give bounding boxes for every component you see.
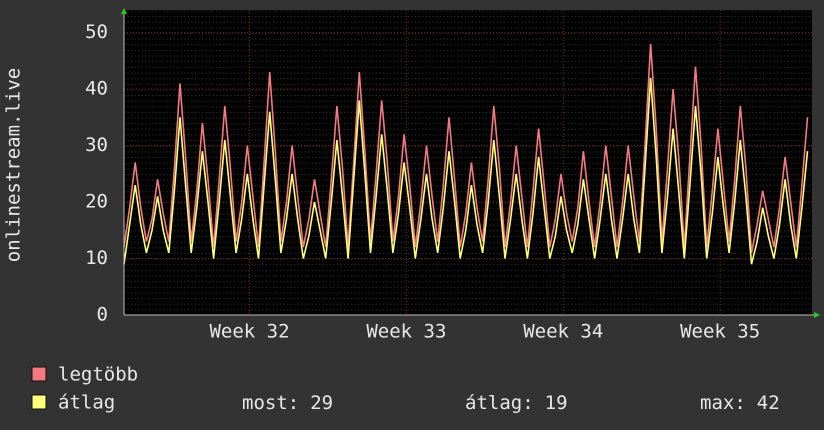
stat-value: 29: [310, 392, 333, 414]
y-tick-label: 50: [85, 21, 108, 43]
y-tick-label: 0: [97, 304, 108, 326]
y-tick-label: 30: [85, 134, 108, 156]
stat: átlag: 19: [465, 392, 568, 414]
y-axis-label: onlinestream.live: [3, 68, 25, 262]
minor-grid: [124, 10, 812, 315]
lines: [123, 43, 809, 265]
series-line: [123, 43, 809, 254]
stat-value: 42: [757, 392, 780, 414]
stat-value: 19: [545, 392, 568, 414]
legend-swatch: [31, 366, 47, 382]
y-tick-label: 10: [85, 247, 108, 269]
x-arrow: [814, 312, 820, 318]
axis-labels: 0 10 20 30 40 50 Week 32 Week 33 Week 34 Week 35: [85, 21, 760, 342]
legend: legtöbb átlag most: 29 átlag: 19 max: 42: [31, 364, 780, 414]
stat: max: 42: [700, 392, 780, 414]
y-tick-label: 40: [85, 78, 108, 100]
stat: most: 29: [242, 392, 333, 414]
stat-label: max:: [700, 392, 746, 414]
y-arrow: [121, 8, 127, 14]
series-line: [123, 77, 809, 265]
y-tick-label: 20: [85, 191, 108, 213]
x-tick-label: Week 32: [209, 321, 289, 343]
stat-label: most:: [242, 392, 299, 414]
x-tick-label: Week 34: [523, 321, 603, 343]
legend-swatch: [31, 394, 47, 410]
legend-label: átlag: [58, 392, 115, 414]
x-tick-label: Week 33: [366, 321, 446, 343]
legend-label: legtöbb: [58, 364, 138, 386]
x-tick-label: Week 35: [680, 321, 760, 343]
stat-label: átlag:: [465, 392, 534, 414]
